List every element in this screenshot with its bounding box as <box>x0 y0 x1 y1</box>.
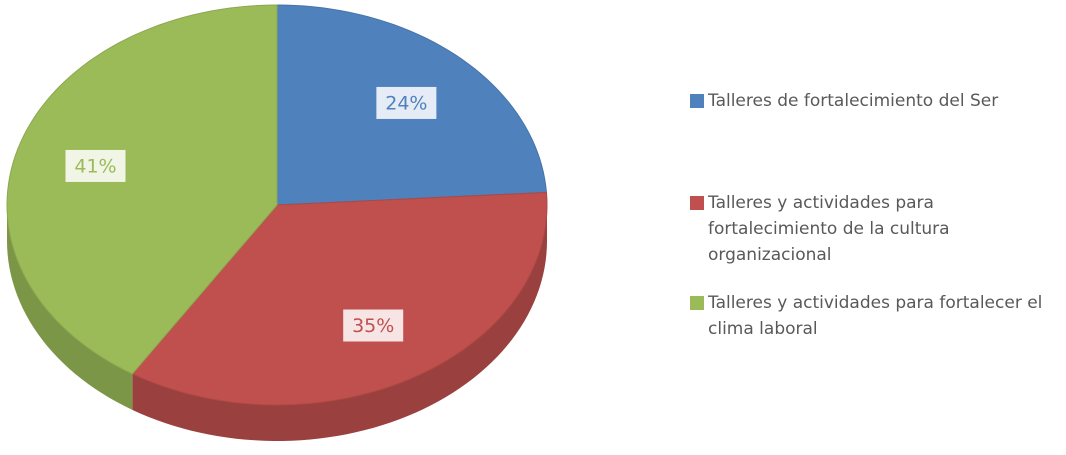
legend-swatch <box>690 296 704 310</box>
legend-entry: Talleres de fortalecimiento del Ser <box>690 88 1050 114</box>
data-label: 35% <box>352 315 394 337</box>
pie-slice <box>131 191 548 406</box>
pie-side <box>7 205 133 410</box>
pie-slice <box>6 4 278 375</box>
data-label-box <box>343 309 404 342</box>
legend-entry: Talleres y actividades para fortalecer e… <box>690 290 1050 342</box>
data-label: 41% <box>74 155 116 177</box>
data-label: 24% <box>385 92 427 114</box>
legend-label: Talleres y actividades para fortalecimie… <box>708 193 950 265</box>
pie-side <box>132 205 547 441</box>
legend-label: Talleres de fortalecimiento del Ser <box>708 91 999 111</box>
data-label-box <box>376 86 437 119</box>
legend-swatch <box>690 196 704 210</box>
data-label-box <box>65 149 126 182</box>
legend-entry: Talleres y actividades para fortalecimie… <box>690 190 1050 268</box>
legend-swatch <box>690 94 704 108</box>
legend-label: Talleres y actividades para fortalecer e… <box>708 293 1043 339</box>
